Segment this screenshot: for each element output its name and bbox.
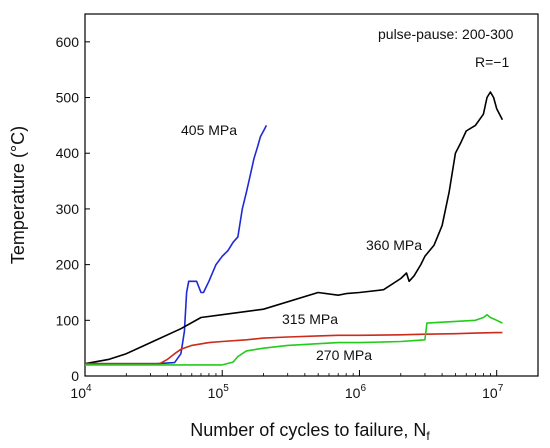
y-tick-label-3: 300 <box>56 201 80 217</box>
axis-layer: 0 100 200 300 400 500 600 104 105 106 107 <box>56 34 504 401</box>
annotation-stress-ratio: R=−1 <box>475 54 509 70</box>
y-tick-label-2: 200 <box>56 257 80 273</box>
x-tick-label-3: 107 <box>482 383 504 401</box>
y-tick-label-5: 500 <box>56 90 80 106</box>
y-tick-label-0: 0 <box>71 368 79 384</box>
x-tick-label-0: 104 <box>70 383 92 401</box>
series-label-270: 270 MPa <box>316 347 372 363</box>
series-label-405: 405 MPa <box>181 122 237 138</box>
x-axis-title-subscript: f <box>426 429 430 443</box>
x-tick-label-2: 106 <box>345 383 367 401</box>
plot-frame <box>84 13 539 377</box>
series-layer <box>84 91 504 366</box>
y-tick-label-1: 100 <box>56 312 80 328</box>
series-line-1 <box>84 91 504 365</box>
series-line-0 <box>85 125 268 365</box>
annotation-pulse-pause: pulse-pause: 200-300 <box>378 26 514 42</box>
x-axis-title-main: Number of cycles to failure, N <box>190 420 426 440</box>
x-tick-label-1: 105 <box>208 383 230 401</box>
x-axis-title: Number of cycles to failure, Nf <box>190 420 430 443</box>
y-tick-label-4: 400 <box>56 145 80 161</box>
series-label-360: 360 MPa <box>366 237 422 253</box>
y-tick-label-6: 600 <box>56 34 80 50</box>
series-line-2 <box>85 331 503 365</box>
series-line-3 <box>85 313 503 366</box>
y-axis-title: Temperature (°C) <box>8 126 28 264</box>
series-label-315: 315 MPa <box>282 311 338 327</box>
